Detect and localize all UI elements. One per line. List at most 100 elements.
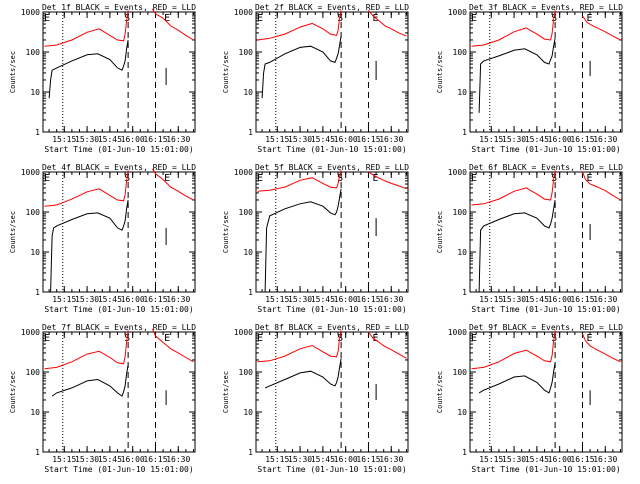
series-lld-line bbox=[257, 330, 342, 363]
x-tick-label: 16:00 bbox=[121, 135, 145, 144]
series-lld-line bbox=[582, 171, 621, 201]
event-marker-label: E bbox=[44, 173, 50, 184]
y-axis-label: Counts/sec bbox=[9, 51, 17, 93]
x-tick-label: 16:30 bbox=[379, 455, 403, 464]
series-events-line bbox=[264, 358, 342, 389]
plot-frame bbox=[42, 331, 196, 453]
y-tick-label: 1 bbox=[462, 288, 467, 297]
y-tick-label: 10 bbox=[457, 88, 467, 97]
x-tick-label: 16:15 bbox=[570, 295, 594, 304]
series-lld-line bbox=[151, 328, 194, 363]
x-tick-label: 16:30 bbox=[166, 295, 190, 304]
panel-title: Det 3f BLACK = Events, RED = LLD bbox=[469, 3, 623, 12]
x-tick-label: 16:00 bbox=[121, 295, 145, 304]
event-marker-label: E bbox=[373, 173, 379, 184]
x-tick-label: 15:45 bbox=[98, 135, 122, 144]
series-lld-line bbox=[582, 15, 621, 41]
plot-frame bbox=[469, 11, 623, 133]
panel-3: Det 3f BLACK = Events, RED = LLD 1 10 100 10… bbox=[436, 3, 623, 154]
series-lld-line bbox=[368, 331, 407, 359]
x-tick-label: 15:45 bbox=[98, 455, 122, 464]
panel-title: Det 6f BLACK = Events, RED = LLD bbox=[469, 163, 623, 172]
series-lld-line bbox=[257, 170, 342, 192]
panel-4: Det 4f BLACK = Events, RED = LLD 1 10 100 10… bbox=[9, 163, 196, 314]
x-tick-label: 15:45 bbox=[525, 135, 549, 144]
event-marker-label: E bbox=[587, 13, 593, 24]
y-axis-label: Counts/sec bbox=[9, 371, 17, 413]
x-axis-label: Start Time (01-Jun-10 15:01:00) bbox=[44, 305, 193, 314]
y-tick-label: 100 bbox=[453, 48, 468, 57]
panel-title: Det 8f BLACK = Events, RED = LLD bbox=[255, 323, 409, 332]
series-lld-line bbox=[44, 330, 129, 370]
event-marker-label: E bbox=[164, 13, 170, 24]
x-axis-label: Start Time (01-Jun-10 15:01:00) bbox=[257, 465, 406, 474]
panel-title: Det 4f BLACK = Events, RED = LLD bbox=[42, 163, 196, 172]
x-tick-label: 15:30 bbox=[288, 455, 312, 464]
x-tick-label: 16:30 bbox=[593, 455, 617, 464]
x-tick-label: 15:45 bbox=[311, 295, 335, 304]
series-lld-line bbox=[582, 333, 621, 363]
y-tick-label: 100 bbox=[26, 368, 41, 377]
x-tick-label: 15:30 bbox=[75, 455, 99, 464]
event-marker-label: E bbox=[587, 333, 593, 344]
series-events-line bbox=[264, 188, 342, 293]
event-marker-label: S bbox=[337, 173, 343, 184]
y-tick-label: 1 bbox=[462, 448, 467, 457]
series-events-line bbox=[51, 364, 129, 397]
x-tick-label: 16:00 bbox=[548, 295, 572, 304]
x-tick-label: 15:45 bbox=[525, 455, 549, 464]
series-events-line bbox=[478, 362, 556, 394]
panel-5: Det 5f BLACK = Events, RED = LLD 1 10 100 10… bbox=[222, 163, 409, 314]
y-tick-label: 100 bbox=[26, 208, 41, 217]
event-marker-label: E bbox=[257, 173, 263, 184]
x-tick-label: 15:30 bbox=[288, 135, 312, 144]
x-tick-label: 15:30 bbox=[75, 135, 99, 144]
series-events-line bbox=[48, 39, 129, 99]
y-tick-label: 1 bbox=[35, 288, 40, 297]
event-marker-label: E bbox=[471, 173, 477, 184]
x-axis-label: Start Time (01-Jun-10 15:01:00) bbox=[471, 465, 620, 474]
x-tick-label: 15:30 bbox=[288, 295, 312, 304]
event-marker-label: E bbox=[587, 173, 593, 184]
x-tick-label: 15:45 bbox=[311, 135, 335, 144]
y-tick-label: 1000 bbox=[448, 328, 467, 337]
y-tick-label: 1 bbox=[248, 288, 253, 297]
panel-title: Det 7f BLACK = Events, RED = LLD bbox=[42, 323, 196, 332]
x-tick-label: 16:15 bbox=[356, 455, 380, 464]
y-tick-label: 1000 bbox=[234, 328, 253, 337]
panel-title: Det 5f BLACK = Events, RED = LLD bbox=[255, 163, 409, 172]
event-marker-label: E bbox=[471, 333, 477, 344]
plot-frame bbox=[255, 171, 409, 293]
series-lld-line bbox=[151, 8, 194, 41]
panel-title: Det 2f BLACK = Events, RED = LLD bbox=[255, 3, 409, 12]
y-tick-label: 1000 bbox=[448, 168, 467, 177]
event-marker-label: E bbox=[373, 333, 379, 344]
x-tick-label: 15:15 bbox=[52, 455, 76, 464]
panel-8: Det 8f BLACK = Events, RED = LLD 1 10 100 10… bbox=[222, 323, 409, 474]
y-axis-label: Counts/sec bbox=[436, 371, 444, 413]
event-marker-label: E bbox=[44, 333, 50, 344]
y-tick-label: 1 bbox=[248, 128, 253, 137]
x-tick-label: 16:00 bbox=[548, 455, 572, 464]
series-events-line bbox=[478, 199, 556, 293]
series-lld-line bbox=[471, 330, 556, 370]
y-axis-label: Counts/sec bbox=[9, 211, 17, 253]
panel-6: Det 6f BLACK = Events, RED = LLD 1 10 100 10… bbox=[436, 163, 623, 314]
x-tick-label: 16:00 bbox=[334, 295, 358, 304]
x-axis-label: Start Time (01-Jun-10 15:01:00) bbox=[257, 305, 406, 314]
y-tick-label: 1 bbox=[35, 128, 40, 137]
panel-title: Det 9f BLACK = Events, RED = LLD bbox=[469, 323, 623, 332]
y-axis-label: Counts/sec bbox=[222, 211, 230, 253]
x-tick-label: 16:30 bbox=[593, 295, 617, 304]
series-lld-line bbox=[257, 10, 342, 41]
y-axis-label: Counts/sec bbox=[222, 371, 230, 413]
event-marker-label: E bbox=[164, 333, 170, 344]
series-lld-line bbox=[44, 10, 129, 47]
y-tick-label: 10 bbox=[243, 248, 253, 257]
x-tick-label: 16:00 bbox=[334, 135, 358, 144]
x-tick-label: 16:30 bbox=[379, 135, 403, 144]
plot-frame bbox=[42, 11, 196, 133]
y-tick-label: 10 bbox=[457, 248, 467, 257]
y-tick-label: 100 bbox=[453, 208, 468, 217]
series-lld-line bbox=[44, 170, 129, 207]
